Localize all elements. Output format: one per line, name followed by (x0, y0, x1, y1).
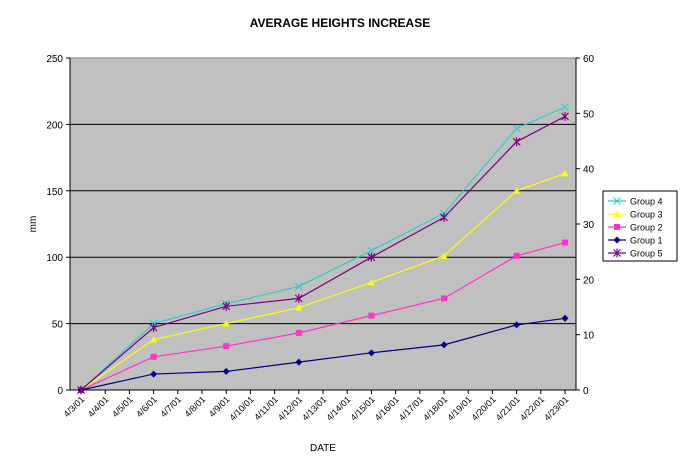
y2-tick-label: 60 (583, 54, 595, 65)
y2-tick-label: 50 (583, 109, 595, 120)
x-tick-label: 4/22/01 (518, 394, 546, 422)
x-tick-label: 4/10/01 (228, 394, 256, 422)
x-tick-label: 4/8/01 (183, 394, 208, 419)
legend-marker-group-4 (613, 197, 621, 205)
series-line-group-1 (80, 317, 566, 391)
legend-label-group-3: Group 3 (630, 210, 663, 220)
data-point-group-5 (367, 252, 376, 262)
data-point-group-5 (440, 212, 448, 222)
x-tick-label: 4/7/01 (158, 394, 183, 419)
data-point-group-2 (513, 252, 520, 259)
x-tick-label: 4/4/01 (86, 394, 111, 419)
data-point-group-1 (150, 370, 158, 378)
data-point-group-3 (295, 304, 303, 311)
legend-label-group-4: Group 4 (630, 197, 663, 207)
data-point-group-4 (512, 124, 521, 133)
y-axis-label: mm (28, 216, 39, 233)
data-point-group-2 (441, 295, 447, 302)
data-point-group-1 (222, 367, 230, 375)
x-tick-label: 4/11/01 (252, 394, 280, 422)
data-point-group-5 (512, 137, 521, 147)
data-point-group-4 (294, 282, 303, 291)
grid-lines (70, 123, 576, 325)
x-tick-label: 4/19/01 (445, 394, 473, 422)
x-tick-label: 4/3/01 (62, 394, 87, 419)
y-tick-label: 50 (52, 320, 64, 331)
legend-marker-group-5 (613, 248, 621, 258)
data-point-group-5 (222, 301, 231, 311)
y-tick-label: 250 (46, 54, 63, 65)
data-point-group-3 (440, 252, 448, 259)
x-tick-label: 4/13/01 (300, 394, 328, 422)
series-layer (77, 103, 569, 395)
data-point-group-3 (513, 187, 521, 194)
data-point-group-3 (150, 336, 158, 343)
x-tick-label: 4/16/01 (373, 394, 401, 422)
series-line-group-2 (80, 242, 566, 391)
legend-marker-group-1 (613, 236, 621, 244)
y-tick-label: 100 (46, 253, 63, 264)
y2-tick-label: 10 (583, 331, 595, 342)
data-point-group-1 (440, 341, 448, 349)
legend-label-group-2: Group 2 (630, 223, 663, 233)
data-point-group-5 (294, 293, 303, 303)
x-tick-label: 4/6/01 (134, 394, 159, 419)
x-tick-label: 4/21/01 (494, 394, 522, 422)
x-tick-label: 4/20/01 (470, 394, 498, 422)
x-tick-label: 4/15/01 (349, 394, 377, 422)
y-tick-label: 0 (57, 386, 63, 397)
data-point-group-5 (149, 323, 158, 333)
marker-stroke (613, 197, 621, 205)
legend: Group 4 Group 3 Group 2 Group 1 Group 5 (602, 190, 678, 262)
legend-label-group-1: Group 1 (630, 236, 663, 246)
x-tick-label: 4/5/01 (110, 394, 135, 419)
plot-area (69, 57, 577, 391)
y2-tick-label: 20 (583, 275, 595, 286)
x-axis-label: DATE (310, 443, 336, 454)
marker-stroke (367, 246, 376, 255)
x-tick-label: 4/12/01 (276, 394, 304, 422)
x-tick-label: 4/17/01 (397, 394, 425, 422)
data-point-group-3 (222, 320, 230, 327)
y2-tick-label: 40 (583, 165, 595, 176)
legend-label-group-5: Group 5 (630, 249, 663, 259)
data-point-group-1 (561, 314, 569, 322)
data-point-group-2 (295, 329, 302, 336)
legend-marker-group-3 (613, 210, 621, 217)
data-point-group-5 (77, 385, 85, 395)
series-line-group-3 (80, 172, 566, 391)
y-tick-label: 200 (46, 120, 63, 131)
marker-stroke (294, 282, 303, 291)
marker-stroke (561, 103, 569, 112)
data-point-group-4 (367, 246, 376, 255)
y2-tick-label: 0 (583, 386, 589, 397)
data-point-group-2 (223, 343, 230, 350)
data-point-group-2 (562, 239, 568, 246)
data-point-group-4 (561, 103, 569, 112)
data-point-group-5 (561, 111, 569, 121)
y-tick-label: 150 (46, 187, 63, 198)
data-point-group-3 (561, 170, 569, 177)
series-line-group-4 (80, 106, 566, 391)
x-tick-label: 4/14/01 (324, 394, 352, 422)
data-point-group-1 (367, 349, 375, 357)
x-tick-label: 4/18/01 (421, 394, 449, 422)
data-point-group-1 (513, 321, 521, 329)
data-point-group-3 (367, 278, 375, 286)
y2-tick-label: 30 (583, 220, 595, 231)
x-tick-label: 4/23/01 (542, 394, 570, 422)
data-point-group-1 (295, 358, 303, 366)
legend-marker-group-2 (614, 224, 620, 230)
chart-title: AVERAGE HEIGHTS INCREASE (250, 16, 430, 30)
marker-stroke (512, 124, 521, 133)
series-line-group-5 (80, 115, 566, 391)
data-point-group-2 (150, 353, 157, 360)
data-point-group-2 (368, 312, 375, 319)
